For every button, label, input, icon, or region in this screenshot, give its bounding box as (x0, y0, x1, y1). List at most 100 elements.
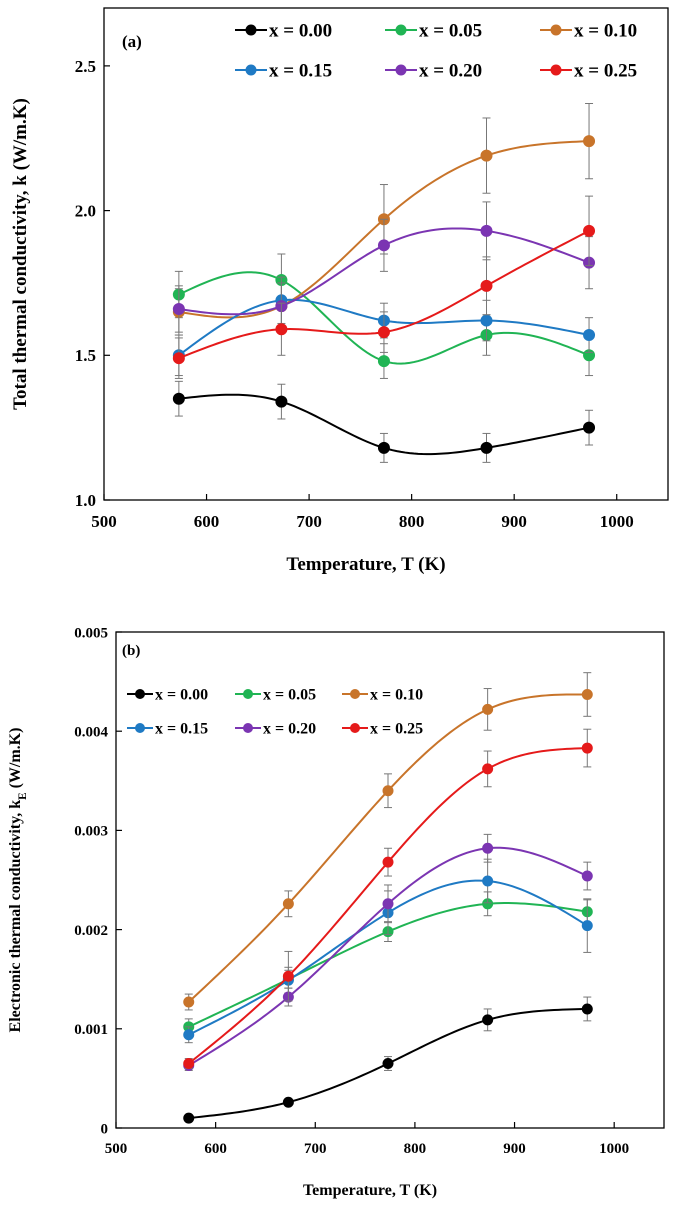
x-tick-label: 700 (304, 1141, 327, 1157)
y-tick-label: 0.001 (74, 1022, 108, 1038)
legend-label: x = 0.25 (370, 721, 423, 738)
chart-panel-b: 500 600 700 800 900 1000 0 0.001 0.002 0.003 0.004… (7, 625, 665, 1199)
data-point (482, 763, 494, 775)
data-point (275, 395, 288, 408)
legend-item: x = 0.15 (127, 721, 208, 738)
panel-label: (a) (122, 32, 142, 51)
y-tick-label: 0 (101, 1121, 109, 1137)
legend-label: x = 0.00 (269, 21, 332, 42)
data-point (382, 898, 394, 910)
legend-marker (135, 689, 145, 699)
legend-item: x = 0.15 (235, 61, 332, 82)
x-tick-label: 800 (404, 1141, 427, 1157)
legend-marker (243, 689, 253, 699)
panel-label: (b) (122, 643, 140, 659)
y-axis-label: Total thermal conductivity, k (W/m.K) (10, 98, 31, 410)
data-point (282, 898, 294, 910)
y-tick-label: 1.0 (75, 491, 96, 510)
legend-marker (395, 64, 407, 76)
chart-panel-a: 500 600 700 800 900 1000 1.0 1.5 2.0 2.5 Temperatu… (10, 7, 669, 575)
legend-item: x = 0.00 (127, 687, 208, 704)
legend-marker (395, 24, 407, 36)
data-point (480, 149, 493, 162)
legend-item: x = 0.10 (342, 687, 423, 704)
legend-label: x = 0.05 (263, 687, 316, 704)
y-tick-label: 2.5 (75, 57, 96, 76)
data-point (581, 688, 593, 700)
x-tick-label: 1000 (599, 1141, 629, 1157)
x-tick-label: 600 (194, 512, 220, 531)
legend-marker (550, 24, 562, 36)
data-point (382, 856, 394, 868)
data-point (382, 785, 394, 797)
legend-item: x = 0.20 (385, 61, 482, 82)
data-point (172, 302, 185, 315)
x-tick-label: 700 (296, 512, 322, 531)
data-point (377, 441, 390, 454)
data-point (183, 1029, 195, 1041)
data-point (581, 870, 593, 882)
data-point (482, 875, 494, 887)
series-0.00 (172, 380, 596, 463)
data-point (172, 352, 185, 365)
legend-label: x = 0.05 (419, 21, 482, 42)
data-point (480, 224, 493, 237)
plot-frame (115, 631, 665, 1129)
legend-label: x = 0.15 (269, 61, 332, 82)
legend-item: x = 0.05 (385, 21, 482, 42)
x-tick-label: 1000 (600, 512, 634, 531)
data-point (583, 329, 596, 342)
y-tick-label: 1.5 (75, 346, 96, 365)
legend: x = 0.00 x = 0.05 x = 0.10 x = 0.15 x = 0.20… (235, 21, 637, 82)
x-tick-label: 600 (204, 1141, 227, 1157)
legend-marker (350, 723, 360, 733)
data-point (480, 314, 493, 327)
series-0.10 (183, 672, 593, 1011)
legend-marker (350, 689, 360, 699)
data-point (581, 920, 593, 932)
legend-label: x = 0.10 (574, 21, 637, 42)
data-point (482, 1014, 494, 1026)
data-point (172, 392, 185, 405)
data-point (482, 703, 494, 715)
y-tick-label: 0.004 (74, 724, 108, 740)
y-tick-label: 0.005 (74, 625, 108, 641)
y-tick-label: 2.0 (75, 202, 96, 221)
series-line (188, 846, 588, 1067)
data-point (183, 1112, 195, 1124)
legend-marker (245, 64, 257, 76)
x-tick-label: 500 (105, 1141, 128, 1157)
legend-label: x = 0.20 (263, 721, 316, 738)
data-point (382, 1058, 394, 1070)
legend-marker (243, 723, 253, 733)
legend-item: x = 0.00 (235, 21, 332, 42)
legend-item: x = 0.25 (540, 61, 637, 82)
legend-label: x = 0.00 (155, 687, 208, 704)
data-point (183, 996, 195, 1008)
legend-item: x = 0.20 (235, 721, 316, 738)
data-point (377, 239, 390, 252)
y-axis-label: Electronic thermal conductivity, kE (W/m… (7, 728, 29, 1033)
legend-marker (550, 64, 562, 76)
plot-frame (103, 7, 669, 501)
legend-label: x = 0.15 (155, 721, 208, 738)
data-point (282, 970, 294, 982)
series-0.25 (172, 195, 596, 379)
data-point (183, 1058, 195, 1070)
data-point (583, 421, 596, 434)
data-point (482, 842, 494, 854)
x-axis-label: Temperature, T (K) (303, 1182, 437, 1199)
legend-label: x = 0.25 (574, 61, 637, 82)
data-point (581, 742, 593, 754)
data-point (581, 1003, 593, 1015)
data-point (583, 224, 596, 237)
legend-label: x = 0.10 (370, 687, 423, 704)
legend-label: x = 0.20 (419, 61, 482, 82)
y-tick-label: 0.002 (74, 923, 108, 939)
legend-item: x = 0.25 (342, 721, 423, 738)
x-axis-label: Temperature, T (K) (286, 554, 445, 575)
data-point (583, 135, 596, 148)
series-0.00 (183, 996, 593, 1124)
